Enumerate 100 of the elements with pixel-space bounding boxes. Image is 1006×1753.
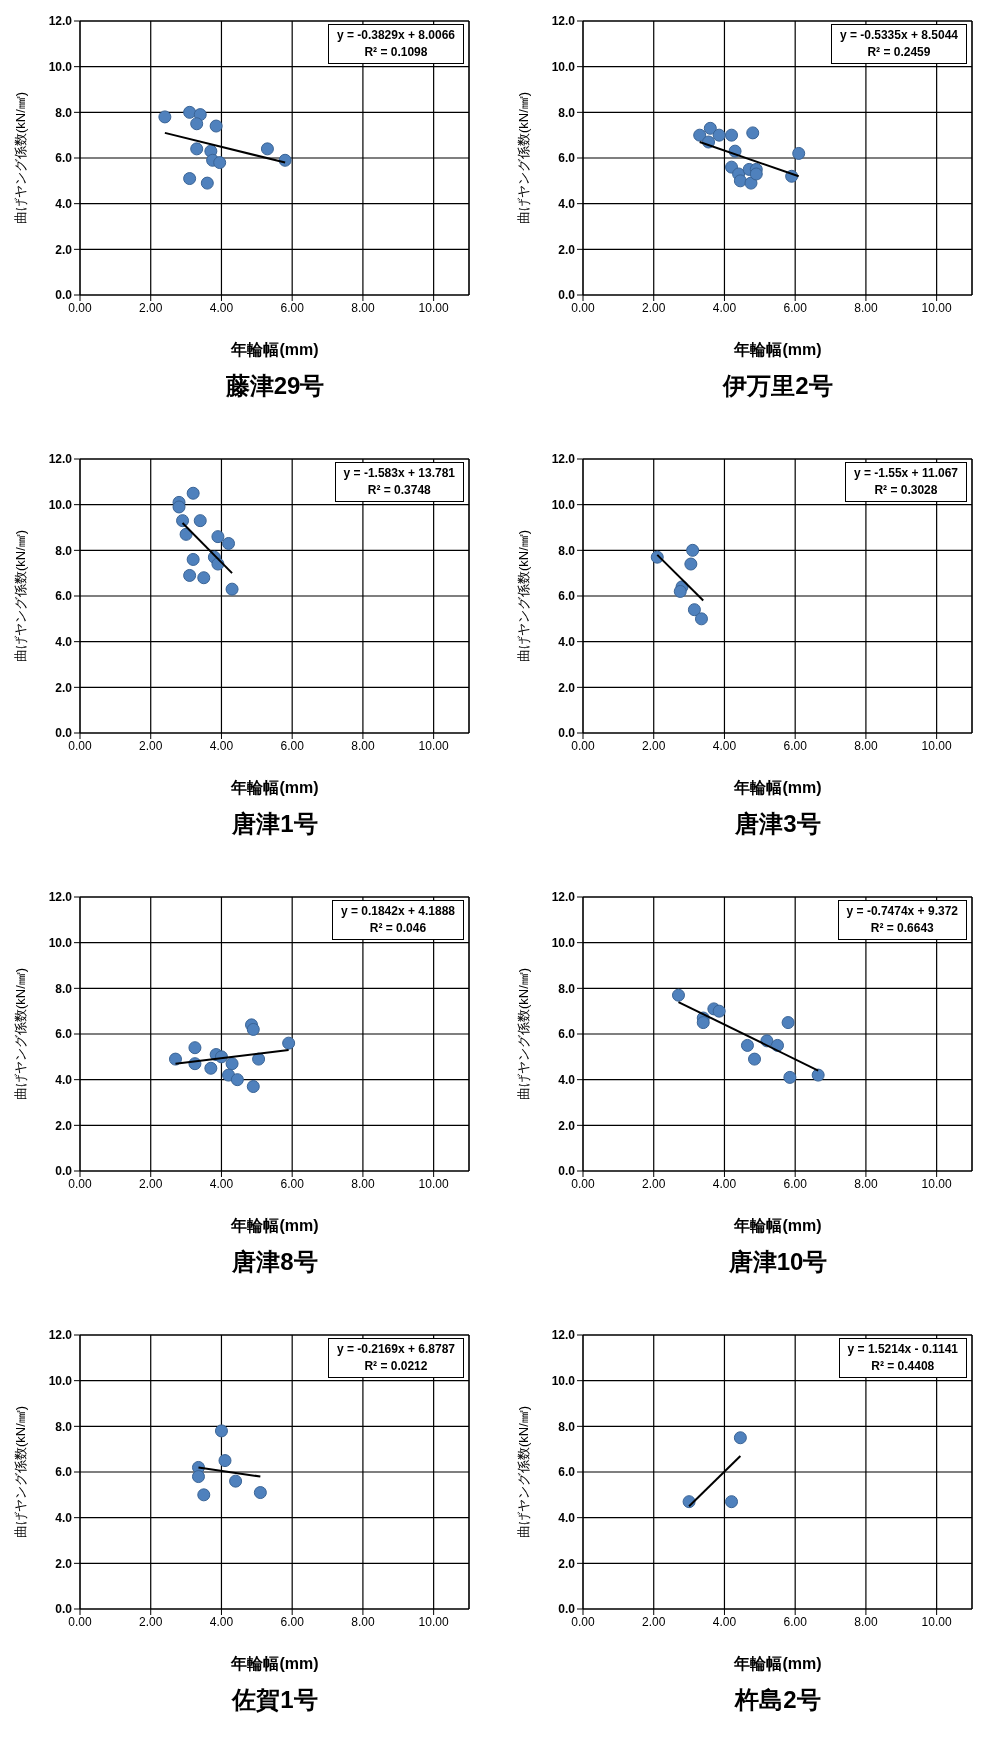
point: [179, 527, 193, 541]
point: [253, 1486, 267, 1500]
y-tick-label: 2.0: [558, 680, 576, 695]
y-tick-label: 12.0: [551, 890, 576, 905]
point: [740, 1038, 754, 1052]
y-tick-label: 6.0: [55, 589, 73, 604]
y-tick-label: 8.0: [558, 1419, 576, 1434]
x-axis-title: 年輪幅(mm): [230, 1654, 320, 1674]
x-axis-title: 年輪幅(mm): [733, 1216, 823, 1236]
x-tick-label: 6.00: [783, 738, 808, 753]
text: 唐津1号: [231, 809, 319, 839]
y-tick-label: 10.0: [551, 59, 576, 74]
x-tick-label: 8.00: [351, 300, 375, 315]
point: [687, 603, 701, 617]
point: [673, 584, 687, 598]
point: [725, 128, 739, 142]
point: [183, 568, 197, 582]
point: [781, 1016, 795, 1030]
annotation: R² = 0.3748: [366, 482, 432, 499]
x-tick-label: 8.00: [854, 1176, 878, 1191]
x-tick-label: 0.00: [571, 1614, 595, 1629]
x-tick-label: 6.00: [280, 738, 305, 753]
x-tick-label: 4.00: [209, 1176, 234, 1191]
x-axis-title: 年輪幅(mm): [733, 340, 823, 360]
point: [229, 1474, 243, 1488]
y-tick-label: 0.0: [558, 726, 576, 741]
point: [694, 612, 708, 626]
y-axis-title: 曲げヤング係数(kN/㎟): [12, 91, 28, 225]
point: [183, 172, 197, 186]
y-axis-title: 曲げヤング係数(kN/㎟): [12, 967, 28, 1101]
point: [748, 1052, 762, 1066]
y-tick-label: 8.0: [55, 105, 73, 120]
text: 唐津3号: [734, 809, 822, 839]
y-tick-label: 12.0: [48, 890, 73, 905]
x-tick-label: 2.00: [642, 1614, 666, 1629]
x-axis-title: 年輪幅(mm): [733, 1654, 823, 1674]
x-tick-label: 0.00: [68, 738, 92, 753]
x-tick-label: 10.00: [418, 1176, 449, 1191]
y-tick-label: 4.0: [55, 1072, 73, 1087]
y-tick-label: 0.0: [558, 1602, 576, 1617]
x-tick-label: 6.00: [783, 1176, 808, 1191]
x-tick-label: 2.00: [642, 738, 666, 753]
y-tick-label: 10.0: [551, 1373, 576, 1388]
annotation: y = -0.3829x + 8.0066: [336, 27, 455, 44]
point: [749, 167, 763, 181]
point: [246, 1022, 260, 1036]
y-tick-label: 0.0: [55, 1164, 73, 1179]
y-tick-label: 6.0: [55, 1465, 73, 1480]
y-tick-label: 10.0: [48, 1373, 73, 1388]
y-tick-label: 8.0: [55, 981, 73, 996]
y-tick-label: 12.0: [48, 452, 73, 467]
x-tick-label: 4.00: [712, 1614, 737, 1629]
y-tick-label: 2.0: [55, 242, 73, 257]
x-tick-label: 4.00: [209, 1614, 234, 1629]
point: [197, 1488, 211, 1502]
y-tick-label: 12.0: [551, 14, 576, 29]
text: 唐津10号: [727, 1247, 829, 1277]
x-tick-label: 8.00: [854, 738, 878, 753]
x-axis-title: 年輪幅(mm): [230, 340, 320, 360]
y-axis-title: 曲げヤング係数(kN/㎟): [12, 1405, 28, 1539]
y-tick-label: 0.0: [55, 1602, 73, 1617]
x-tick-label: 4.00: [209, 738, 234, 753]
x-tick-label: 6.00: [783, 300, 808, 315]
x-tick-label: 0.00: [68, 300, 92, 315]
y-tick-label: 6.0: [558, 589, 576, 604]
point: [260, 142, 274, 156]
point: [686, 543, 700, 557]
x-tick-label: 4.00: [712, 300, 737, 315]
point: [733, 174, 747, 188]
point: [218, 1454, 232, 1468]
y-tick-label: 4.0: [558, 196, 576, 211]
y-tick-label: 12.0: [551, 452, 576, 467]
y-tick-label: 10.0: [551, 935, 576, 950]
x-tick-label: 4.00: [209, 300, 234, 315]
x-tick-label: 8.00: [351, 738, 375, 753]
y-tick-label: 2.0: [55, 680, 73, 695]
x-tick-label: 6.00: [280, 300, 305, 315]
point: [168, 1052, 182, 1066]
y-tick-label: 8.0: [558, 105, 576, 120]
y-tick-label: 8.0: [558, 981, 576, 996]
annotation: R² = 0.0212: [363, 1358, 429, 1375]
point: [684, 557, 698, 571]
annotation: y = 0.1842x + 4.1888: [340, 903, 455, 920]
point: [746, 126, 760, 140]
y-tick-label: 6.0: [55, 151, 73, 166]
x-tick-label: 2.00: [139, 1614, 163, 1629]
point: [225, 1057, 239, 1071]
point: [222, 536, 236, 550]
text: 佐賀1号: [230, 1685, 319, 1715]
x-tick-label: 10.00: [921, 1614, 952, 1629]
point: [230, 1073, 244, 1087]
point: [712, 1004, 726, 1018]
x-tick-label: 2.00: [642, 1176, 666, 1191]
y-tick-label: 0.0: [558, 1164, 576, 1179]
annotation: R² = 0.046: [368, 920, 428, 937]
text: 唐津8号: [231, 1247, 319, 1277]
x-tick-label: 10.00: [921, 300, 952, 315]
point: [183, 105, 197, 119]
y-axis-title: 曲げヤング係数(kN/㎟): [515, 967, 531, 1101]
point: [246, 1080, 260, 1094]
